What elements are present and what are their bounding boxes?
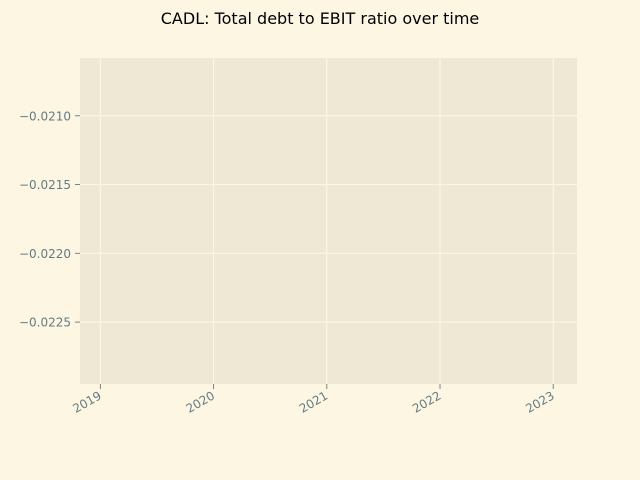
chart-title: CADL: Total debt to EBIT ratio over time xyxy=(161,9,480,28)
y-tick-label: −0.0215 xyxy=(19,178,71,192)
y-axis: −0.0210 −0.0215 −0.0220 −0.0225 xyxy=(19,109,80,330)
grid-layer xyxy=(80,58,577,384)
y-tick-label: −0.0210 xyxy=(19,109,71,123)
plot-area xyxy=(80,58,577,384)
y-tick-label: −0.0220 xyxy=(19,247,71,261)
y-tick-label: −0.0225 xyxy=(19,316,71,330)
